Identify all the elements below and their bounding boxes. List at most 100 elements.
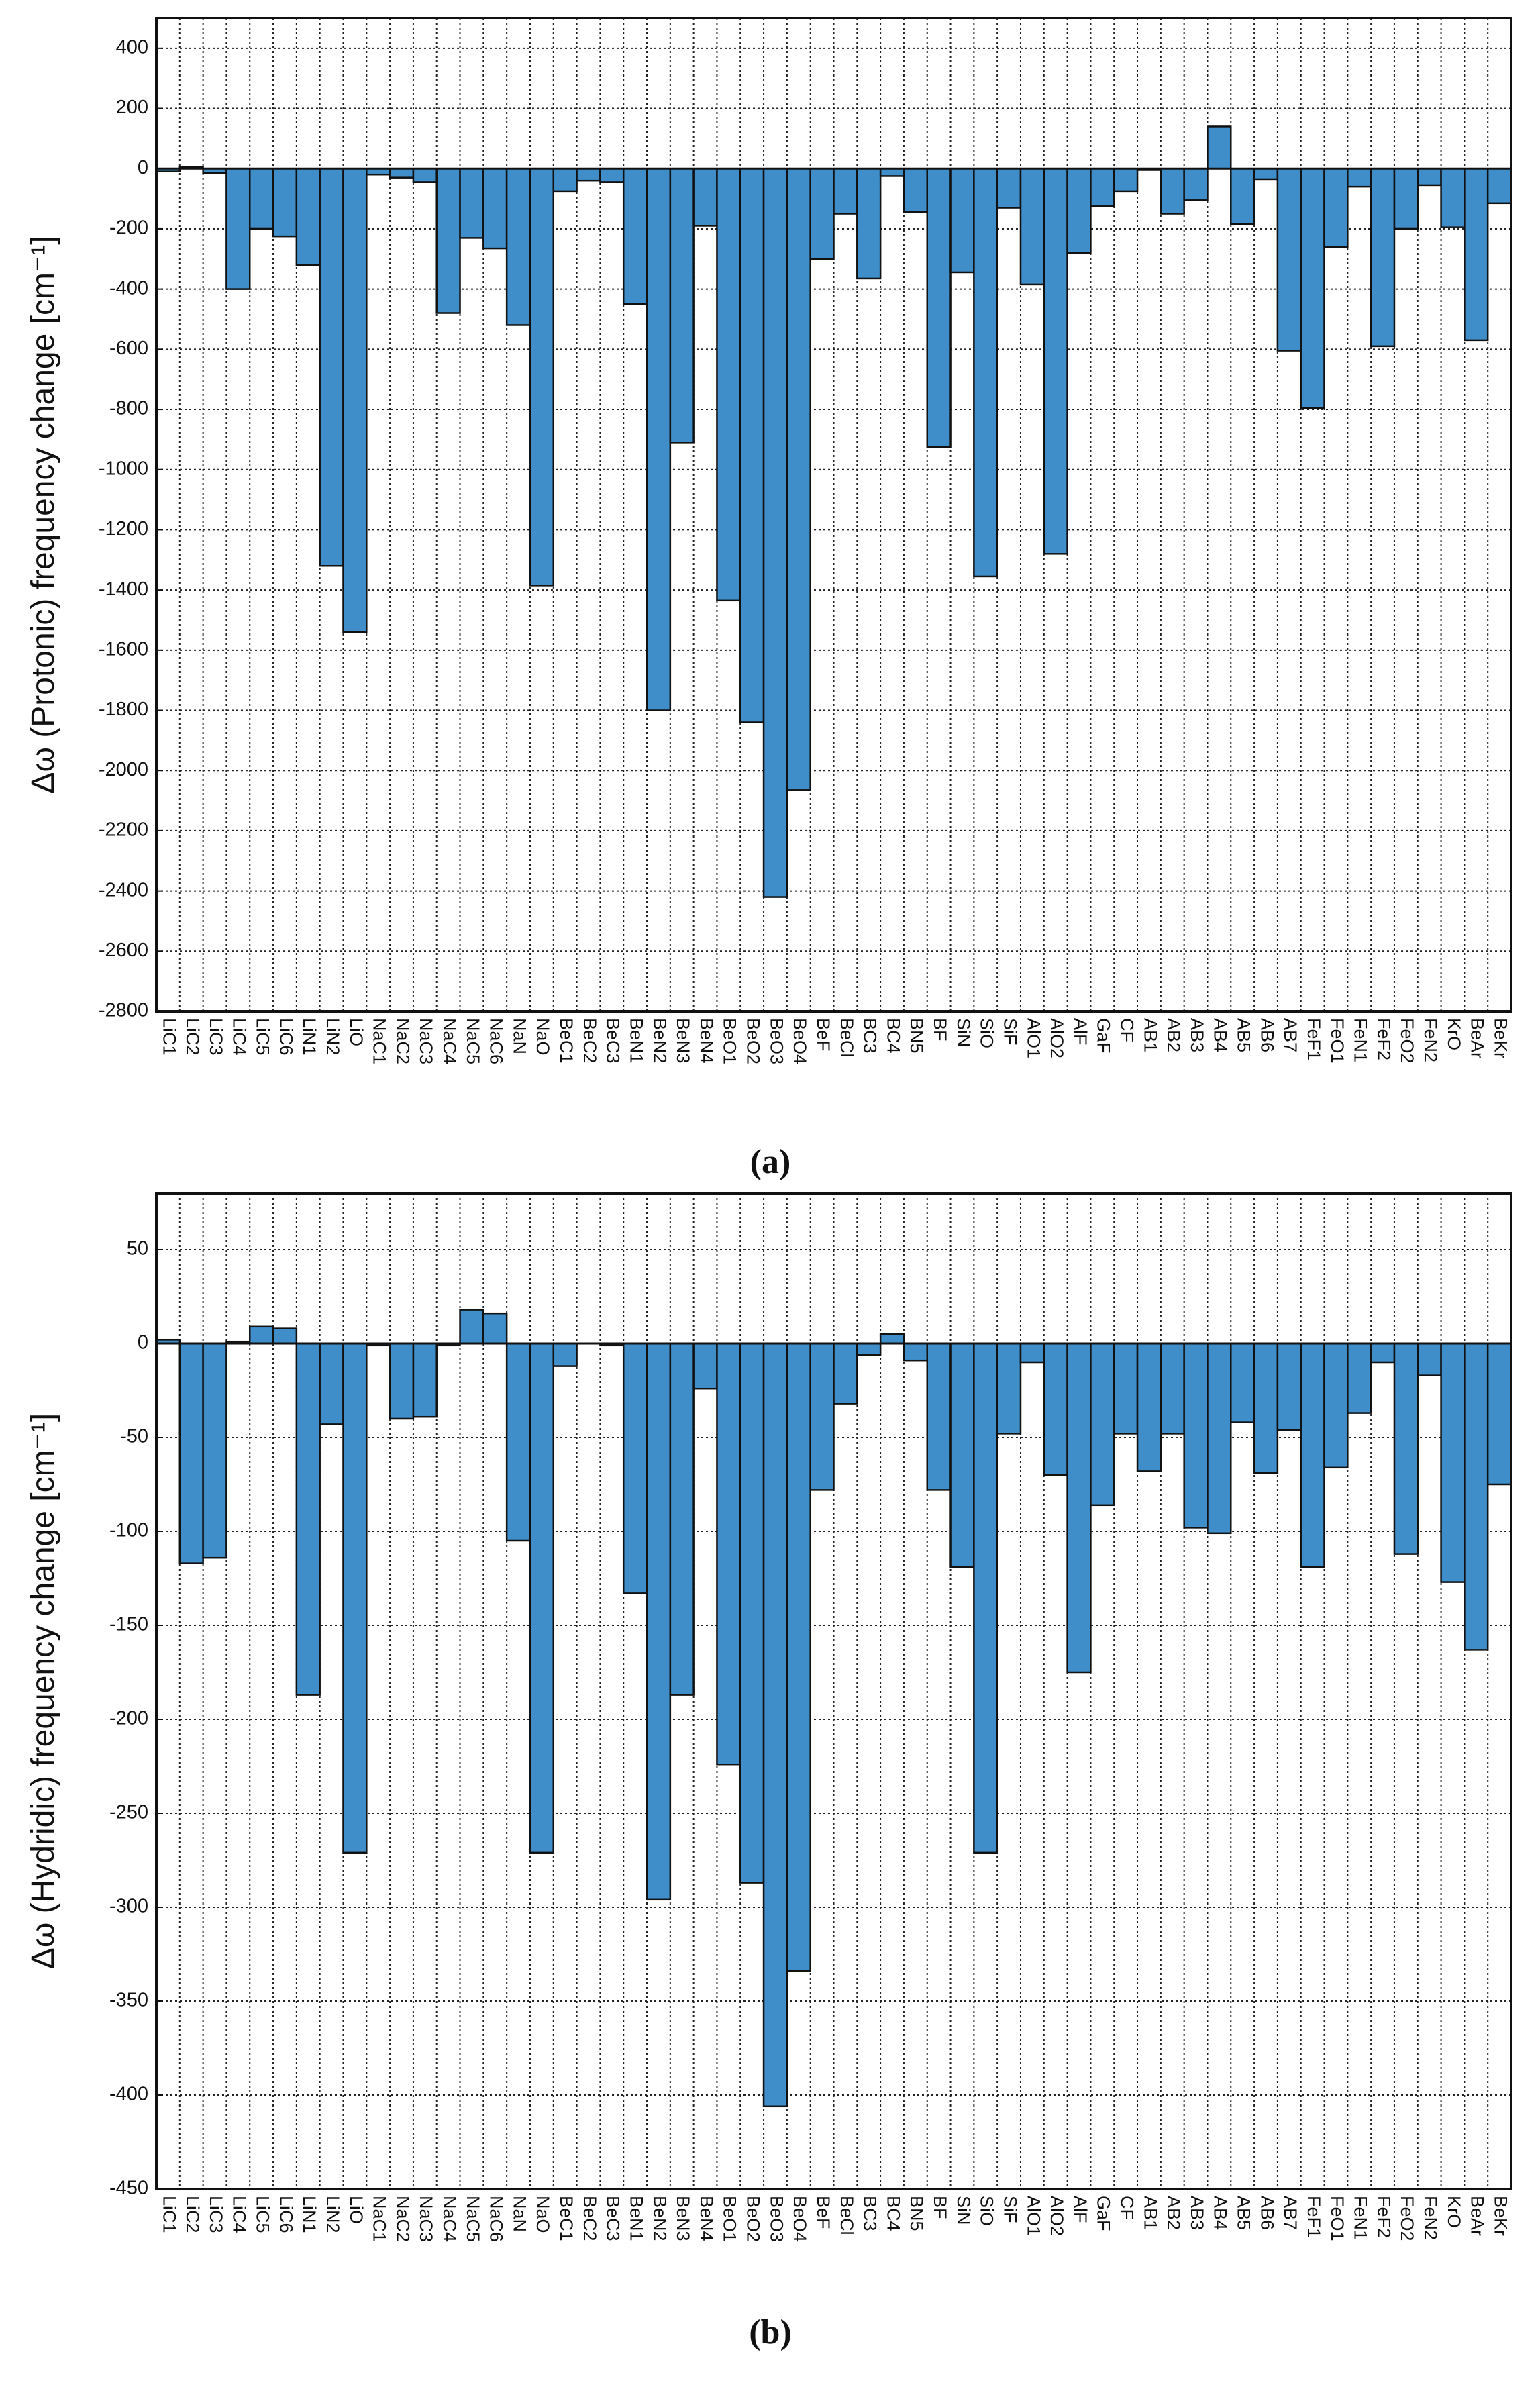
x-tick-label: LiC1 — [159, 1018, 179, 1056]
bar — [786, 167, 811, 791]
x-tick-label: AB1 — [1140, 1018, 1160, 1052]
bar — [202, 1342, 227, 1559]
bar — [716, 1342, 741, 1766]
x-tick-label: BeC1 — [556, 2196, 576, 2241]
x-tick-label: FeF2 — [1374, 1018, 1394, 1060]
plot-frame — [155, 1192, 1512, 2190]
bar — [903, 1342, 928, 1362]
bar — [1486, 167, 1512, 205]
bar — [1276, 167, 1302, 352]
x-tick-label: NaC1 — [370, 2196, 390, 2242]
y-tick-label: 50 — [127, 1238, 148, 1260]
x-tick-label: BeO2 — [743, 2196, 764, 2242]
bar — [342, 167, 368, 633]
x-tick-label: LiC4 — [229, 1018, 250, 1056]
bar — [319, 1342, 344, 1425]
x-tick-label: NaO — [533, 1018, 553, 1056]
x-tick-label: BeO2 — [743, 1018, 764, 1064]
x-tick-label: BeO1 — [720, 2196, 740, 2242]
x-tick-label: LiC3 — [206, 1018, 226, 1056]
bar — [295, 167, 321, 266]
bar — [669, 1342, 695, 1696]
bar — [879, 1333, 905, 1345]
x-tick-label: LiC4 — [229, 2196, 250, 2233]
bar — [272, 1327, 298, 1345]
bar — [1253, 1342, 1279, 1474]
bar — [1066, 167, 1092, 254]
x-tick-label: BC3 — [860, 1018, 880, 1054]
x-tick-label: BC4 — [883, 1018, 903, 1054]
y-tick-label: 400 — [116, 37, 148, 58]
x-tick-label: AB6 — [1257, 1018, 1277, 1052]
y-tick-label: -150 — [109, 1614, 148, 1635]
x-tick-label: LiC1 — [159, 2196, 179, 2233]
bar — [1160, 167, 1185, 215]
bar — [1183, 1342, 1209, 1529]
bar — [1276, 1342, 1302, 1431]
x-tick-label: AB3 — [1187, 1018, 1207, 1052]
x-tick-label: FeO1 — [1327, 2196, 1347, 2241]
x-tick-label: GaF — [1094, 1018, 1114, 1054]
x-tick-label: BeN1 — [626, 2196, 646, 2241]
x-tick-label: SiF — [1000, 2196, 1020, 2223]
x-tick-label: SiN — [954, 1018, 974, 1048]
x-tick-label: AB2 — [1164, 1018, 1184, 1052]
x-tick-label: AB6 — [1257, 2196, 1277, 2230]
bar — [833, 167, 858, 215]
bar — [949, 167, 975, 274]
bar — [576, 167, 601, 182]
y-tick-label: -450 — [109, 2178, 148, 2199]
x-tick-label: BeKr — [1490, 2196, 1510, 2236]
bar — [856, 1342, 882, 1356]
x-tick-label: BeKr — [1490, 1018, 1510, 1058]
x-tick-label: FeF2 — [1374, 2196, 1394, 2238]
x-tick-label: AlO1 — [1023, 1018, 1043, 1058]
x-tick-label: CF — [1117, 1018, 1137, 1042]
x-tick-label: AlO2 — [1047, 2196, 1067, 2236]
y-axis-label: Δω (Protonic) frequency change [cm⁻¹] — [25, 236, 61, 793]
bar — [1347, 1342, 1372, 1414]
y-tick-label: -2200 — [99, 819, 148, 841]
x-tick-label: SiN — [954, 2196, 974, 2225]
x-tick-label: LiN1 — [299, 1018, 319, 1056]
bar — [1043, 167, 1068, 555]
y-tick-label: -350 — [109, 1990, 148, 2011]
bar — [505, 1342, 531, 1542]
x-tick-label: BF — [930, 2196, 950, 2219]
bar — [646, 167, 672, 711]
bar — [1113, 1342, 1139, 1435]
bar — [762, 1342, 788, 2108]
x-tick-label: AB4 — [1211, 2196, 1231, 2230]
x-tick-label: FeO2 — [1397, 1018, 1417, 1064]
y-tick-label: -1400 — [99, 578, 148, 600]
bar — [1300, 167, 1325, 409]
y-tick-label: -2800 — [99, 1000, 148, 1021]
x-tick-label: BeN3 — [673, 1018, 693, 1064]
bar — [996, 167, 1022, 209]
y-tick-label: -2400 — [99, 879, 148, 901]
x-tick-label: LiC5 — [253, 1018, 273, 1056]
bar — [1230, 1342, 1255, 1423]
x-tick-label: NaC5 — [463, 2196, 483, 2242]
bar — [389, 167, 415, 179]
y-tick-label: -250 — [109, 1802, 148, 1823]
bar — [529, 1342, 555, 1854]
x-tick-label: BeC2 — [580, 1018, 600, 1064]
bar — [1370, 1342, 1396, 1364]
y-tick-label: -100 — [109, 1520, 148, 1541]
bar — [342, 1342, 368, 1854]
x-tick-label: FeN2 — [1421, 1018, 1441, 1062]
bar — [505, 167, 531, 326]
bar — [622, 1342, 648, 1594]
x-tick-label: SiO — [977, 2196, 997, 2226]
y-tick-label: -1800 — [99, 699, 148, 720]
x-tick-label: LiC5 — [253, 2196, 273, 2233]
x-tick-label: NaC4 — [440, 2196, 460, 2242]
bar — [1323, 1342, 1349, 1469]
y-tick-label: -1000 — [99, 458, 148, 479]
x-tick-label: FeF1 — [1304, 1018, 1324, 1060]
x-tick-label: KrO — [1444, 2196, 1464, 2228]
caption: (b) — [749, 2313, 792, 2351]
bar — [412, 167, 438, 183]
